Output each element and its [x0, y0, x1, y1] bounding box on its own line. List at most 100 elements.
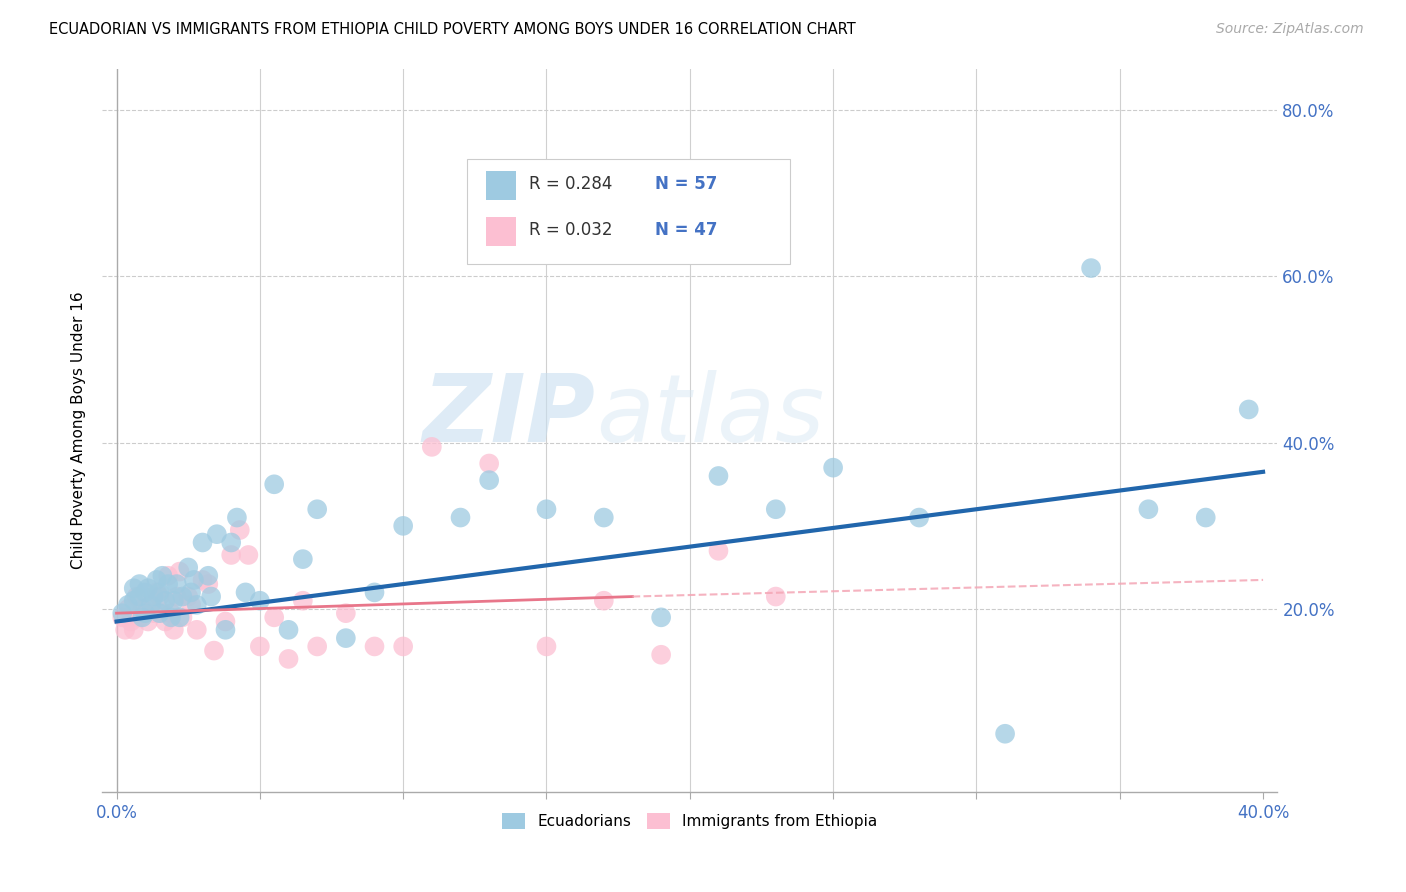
Point [131, 610, 153, 624]
Point [122, 623, 145, 637]
Point [191, 573, 214, 587]
Point [592, 593, 614, 607]
Point [277, 652, 299, 666]
Point [139, 598, 162, 612]
Point [122, 593, 145, 607]
Point [277, 623, 299, 637]
Point [120, 615, 142, 629]
Point [148, 590, 170, 604]
Point [205, 527, 228, 541]
Text: R = 0.284: R = 0.284 [529, 175, 612, 194]
Point [291, 552, 314, 566]
Point [392, 519, 415, 533]
Text: N = 57: N = 57 [655, 175, 717, 194]
Text: atlas: atlas [596, 370, 824, 461]
Point [263, 610, 285, 624]
Text: R = 0.032: R = 0.032 [529, 221, 612, 239]
Point [197, 577, 219, 591]
Point [307, 502, 329, 516]
Point [765, 502, 787, 516]
Point [163, 623, 186, 637]
Point [307, 640, 329, 654]
Point [592, 510, 614, 524]
Point [650, 648, 672, 662]
Point [131, 602, 153, 616]
Point [136, 615, 159, 629]
Point [117, 602, 139, 616]
Point [148, 585, 170, 599]
Point [114, 623, 136, 637]
Point [420, 440, 443, 454]
Point [536, 640, 558, 654]
Point [157, 577, 180, 591]
Bar [486, 171, 516, 200]
Point [142, 606, 165, 620]
Point [191, 535, 214, 549]
Point [152, 568, 174, 582]
Point [1080, 261, 1102, 276]
Point [134, 606, 156, 620]
Text: N = 47: N = 47 [655, 221, 717, 239]
Point [235, 585, 257, 599]
Point [157, 568, 180, 582]
Point [249, 640, 271, 654]
Point [238, 548, 260, 562]
Point [163, 593, 186, 607]
Point [707, 469, 730, 483]
Text: ECUADORIAN VS IMMIGRANTS FROM ETHIOPIA CHILD POVERTY AMONG BOYS UNDER 16 CORRELA: ECUADORIAN VS IMMIGRANTS FROM ETHIOPIA C… [49, 22, 856, 37]
Point [226, 510, 249, 524]
Point [177, 560, 200, 574]
Point [197, 568, 219, 582]
Point [139, 598, 162, 612]
Point [155, 593, 177, 607]
Point [145, 573, 167, 587]
Point [122, 581, 145, 595]
Point [145, 585, 167, 599]
Point [136, 581, 159, 595]
Point [1137, 502, 1160, 516]
Point [650, 610, 672, 624]
Point [263, 477, 285, 491]
Point [908, 510, 931, 524]
Point [202, 643, 225, 657]
Point [169, 565, 191, 579]
Point [765, 590, 787, 604]
Point [180, 585, 202, 599]
Point [335, 631, 357, 645]
Point [177, 590, 200, 604]
Point [166, 590, 188, 604]
Point [180, 598, 202, 612]
Point [183, 573, 205, 587]
Point [536, 502, 558, 516]
Point [186, 598, 208, 612]
Point [166, 577, 188, 591]
Point [994, 727, 1017, 741]
Point [363, 640, 385, 654]
Point [134, 585, 156, 599]
Point [160, 610, 183, 624]
Point [186, 623, 208, 637]
Text: ZIP: ZIP [423, 370, 596, 462]
Point [1237, 402, 1260, 417]
Point [450, 510, 472, 524]
Point [707, 544, 730, 558]
Point [200, 590, 222, 604]
Y-axis label: Child Poverty Among Boys Under 16: Child Poverty Among Boys Under 16 [72, 292, 86, 569]
Point [128, 610, 150, 624]
Point [128, 590, 150, 604]
Point [478, 457, 501, 471]
Text: Source: ZipAtlas.com: Source: ZipAtlas.com [1216, 22, 1364, 37]
Point [160, 606, 183, 620]
Point [229, 523, 252, 537]
Point [172, 590, 194, 604]
Point [335, 606, 357, 620]
Point [214, 623, 236, 637]
Point [142, 590, 165, 604]
Point [249, 593, 271, 607]
Point [291, 593, 314, 607]
Point [219, 535, 242, 549]
Point [117, 598, 139, 612]
Point [219, 548, 242, 562]
Point [125, 590, 148, 604]
Point [1195, 510, 1218, 524]
